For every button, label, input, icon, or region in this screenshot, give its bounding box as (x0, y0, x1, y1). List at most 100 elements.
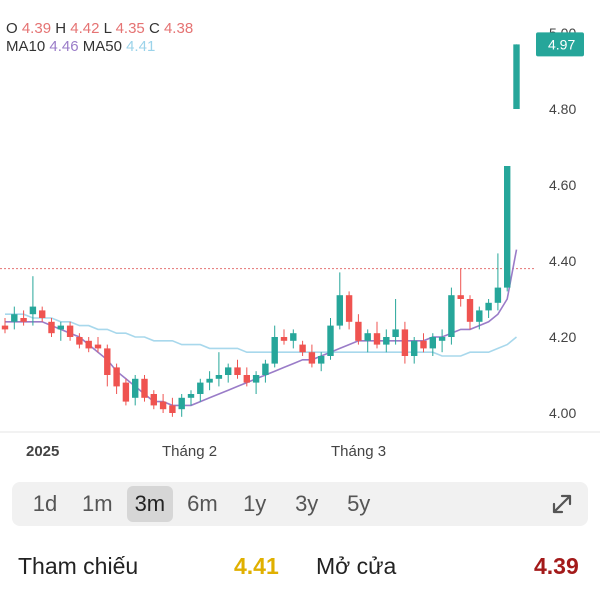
candle (345, 291, 353, 330)
candle-body (373, 333, 381, 345)
candle (39, 306, 46, 322)
candle (141, 375, 148, 402)
candle-body (141, 378, 148, 398)
ma50-line (5, 313, 518, 357)
candle-body (11, 314, 18, 322)
candle (20, 310, 27, 326)
candle (364, 329, 371, 353)
current-price-tag-bg (536, 32, 584, 57)
candle (308, 344, 316, 368)
y-tick-label: 4.60 (549, 177, 576, 193)
candle-body (76, 337, 83, 345)
expand-icon[interactable] (548, 490, 576, 518)
candle-body (169, 405, 176, 413)
low-value: 4.35 (115, 20, 145, 37)
y-tick-label: 4.80 (549, 101, 576, 117)
candle-body (429, 337, 436, 349)
y-tick-label: 4.20 (549, 329, 576, 345)
candle-body (327, 325, 334, 356)
candle (466, 295, 474, 330)
candle-body (1, 325, 9, 330)
candle (355, 314, 362, 345)
candle-body (85, 340, 92, 349)
candle-body (178, 397, 185, 410)
ma50-line-group (5, 313, 518, 357)
high-value: 4.42 (70, 20, 100, 37)
ma-readout: MA10 4.46 MA50 4.41 (6, 38, 155, 56)
x-tick-label: Tháng 2 (162, 443, 217, 460)
candle (187, 390, 195, 406)
candle (327, 318, 334, 360)
candle-body (299, 344, 306, 353)
candle (234, 359, 241, 379)
candle-body (401, 329, 409, 356)
candle-body (187, 394, 195, 398)
range-tab-6m[interactable]: 6m (187, 491, 218, 516)
candle (373, 321, 381, 349)
candle-body (383, 337, 390, 345)
candle-body (290, 333, 297, 341)
candle-body (476, 310, 483, 322)
current-price-tag-label: 4.97 (548, 36, 575, 52)
y-axis: 4.004.204.404.604.805.004.97 (536, 25, 584, 421)
candle-body (66, 325, 74, 337)
candle (76, 333, 83, 349)
candle (215, 352, 223, 387)
candle (392, 299, 399, 345)
range-tab-3m[interactable]: 3m (126, 486, 174, 522)
candle (401, 321, 409, 364)
candle-body (485, 302, 492, 311)
candle (197, 378, 204, 402)
candle (48, 318, 55, 337)
candle-body (336, 295, 343, 326)
candle (271, 325, 278, 368)
candle-body (364, 333, 371, 341)
candle-body (243, 375, 250, 383)
candle-body (215, 375, 223, 379)
x-axis: 2025 Tháng 2 Tháng 3 (26, 443, 386, 460)
candle-body (159, 401, 167, 410)
range-tab-1d[interactable]: 1d (32, 491, 58, 516)
ohlc-readout: O 4.39 H 4.42 L 4.35 C 4.38 (6, 20, 193, 38)
candle (280, 329, 288, 345)
candle (150, 390, 157, 410)
ma10-line-group (5, 249, 518, 407)
candles-group (1, 44, 520, 417)
candle (504, 166, 511, 292)
candle (66, 321, 74, 341)
range-tab-5y[interactable]: 5y (347, 491, 371, 516)
candle-body (57, 325, 64, 330)
candle-body (122, 382, 130, 402)
candle-body (262, 363, 269, 375)
range-tab-3y[interactable]: 3y (295, 491, 319, 516)
candle (159, 394, 167, 413)
candle (132, 375, 139, 406)
candle (420, 333, 427, 353)
reference-price-label: Tham chiếu (18, 553, 139, 579)
open-price-value: 4.39 (534, 553, 579, 579)
candle-body (438, 337, 446, 341)
ma50-key: MA50 (82, 38, 122, 55)
open-price-label: Mở cửa (316, 553, 397, 579)
range-tab-1m[interactable]: 1m (82, 491, 113, 516)
candle-body (457, 295, 464, 299)
candle (11, 306, 18, 330)
range-tab-1y[interactable]: 1y (243, 491, 267, 516)
close-key: C (148, 20, 160, 37)
candle (457, 268, 464, 307)
current-price-tag: 4.97 (536, 32, 584, 57)
candle (513, 44, 520, 109)
candle-body (132, 378, 139, 398)
candle-body (271, 337, 278, 364)
candle-body (197, 382, 204, 394)
candle (94, 337, 102, 353)
candle-body (104, 348, 111, 375)
candle (29, 276, 37, 326)
candle (85, 337, 92, 353)
x-tick-label: 2025 (26, 443, 59, 460)
candle (206, 371, 213, 391)
x-tick-label: Tháng 3 (331, 443, 386, 460)
candle (494, 253, 502, 311)
candle-body (355, 321, 362, 341)
